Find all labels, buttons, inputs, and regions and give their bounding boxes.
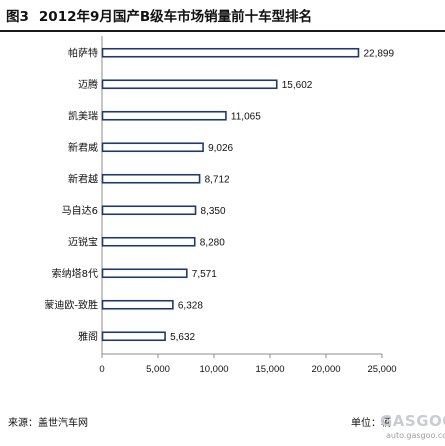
category-label: 迈锐宝: [68, 235, 98, 248]
x-tick-label: 5,000: [146, 364, 170, 375]
bar-chart: 帕萨特 22,899 迈腾 15,602 凯美瑞 11,065 新君威 9,026 新君越 8,7…: [44, 36, 397, 375]
x-tick-label: 25,000: [367, 364, 396, 375]
bar: [101, 79, 278, 90]
data-label: 15,602: [282, 80, 313, 91]
unit-note: 单位：辆: [351, 418, 391, 429]
data-label: 6,328: [178, 300, 203, 311]
data-label: 8,712: [205, 174, 230, 185]
chart-footer: 来源：盖世汽车网 单位：辆: [6, 414, 439, 430]
category-label: 马自达6: [62, 204, 98, 217]
bar: [101, 173, 201, 184]
bar: [101, 236, 196, 247]
category-label: 迈腾: [78, 78, 98, 91]
data-label: 8,280: [200, 237, 225, 248]
bar: [101, 110, 227, 121]
category-label: 凯美瑞: [68, 109, 98, 122]
watermark-logo: GASGOO: [380, 412, 445, 430]
x-tick-label: 20,000: [311, 364, 340, 375]
bar: [101, 299, 174, 310]
data-label: 9,026: [208, 143, 233, 154]
category-label: 帕萨特: [68, 46, 98, 59]
watermark-url: auto.gasgoo.com: [386, 431, 445, 440]
data-label: 8,350: [201, 206, 226, 217]
category-label: 雅阁: [78, 330, 98, 343]
category-label: 新君越: [68, 172, 98, 185]
bar: [101, 205, 197, 216]
chart-title-text: 2012年9月国产B级车市场销量前十车型排名: [38, 9, 313, 25]
bar: [101, 47, 360, 58]
bar: [101, 268, 188, 279]
data-label: 22,899: [363, 48, 394, 59]
bar: [101, 331, 166, 342]
data-label: 5,632: [170, 332, 195, 343]
chart-marks: 帕萨特 22,899 迈腾 15,602 凯美瑞 11,065 新君威 9,026 新君越 8,7…: [44, 46, 396, 375]
chart-title: 图3 2012年9月国产B级车市场销量前十车型排名: [6, 5, 439, 27]
source-note: 来源：盖世汽车网: [8, 418, 88, 429]
category-label: 索纳塔8代: [52, 267, 98, 280]
x-tick-label: 10,000: [199, 364, 228, 375]
x-tick-label: 15,000: [255, 364, 284, 375]
title-rule: [0, 30, 445, 32]
category-label: 新君威: [68, 141, 98, 154]
bar: [101, 142, 204, 153]
x-tick-label: 0: [99, 364, 104, 375]
category-label: 蒙迪欧-致胜: [44, 298, 98, 311]
data-label: 11,065: [231, 111, 261, 122]
data-label: 7,571: [192, 269, 217, 280]
figure-label: 图3: [6, 9, 29, 25]
